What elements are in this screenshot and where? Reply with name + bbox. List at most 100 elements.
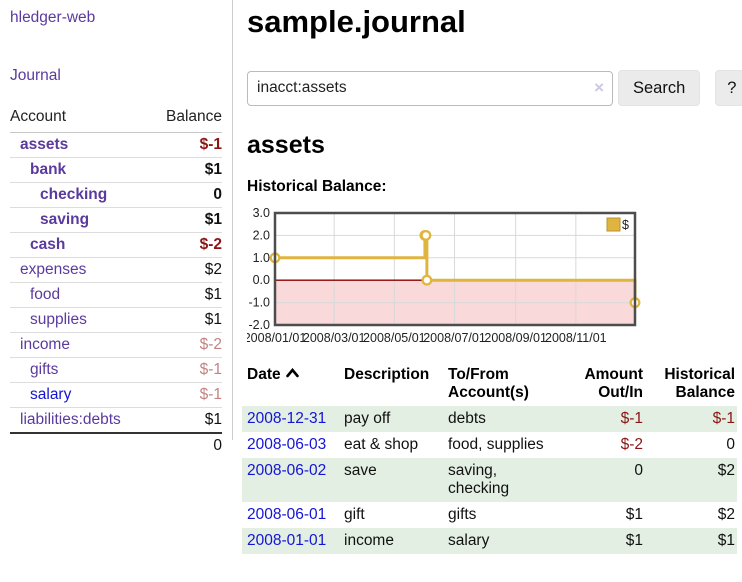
svg-text:2008/05/01: 2008/05/01 bbox=[363, 331, 426, 345]
register-text-cell: pay off bbox=[344, 410, 391, 427]
historical-balance-chart: $3.0 2.0 1.0 0.0 -1.0 -2.0 2008/01/01 2008/03/0… bbox=[247, 203, 742, 349]
search-input[interactable] bbox=[247, 70, 613, 106]
account-row: income $-2 bbox=[10, 332, 222, 358]
accounts-header-account: Account bbox=[10, 106, 151, 133]
svg-text:2008/09/01: 2008/09/01 bbox=[484, 331, 547, 345]
register-text-cell: food, supplies bbox=[448, 436, 544, 453]
search-button[interactable]: Search bbox=[618, 70, 701, 106]
register-text-cell: debts bbox=[448, 410, 486, 427]
accounts-total-spacer bbox=[10, 432, 151, 458]
svg-text:2008/11/01: 2008/11/01 bbox=[545, 331, 607, 345]
accounts-table-body: assets $-1 bank $1 checking 0 saving $1 cash $-2 e… bbox=[10, 132, 222, 434]
account-balance: $-1 bbox=[150, 357, 222, 383]
account-row: food $1 bbox=[10, 282, 222, 308]
account-balance: $-2 bbox=[150, 332, 222, 358]
account-row: saving $1 bbox=[10, 207, 222, 233]
account-link[interactable]: checking bbox=[40, 186, 108, 203]
account-link[interactable]: supplies bbox=[30, 311, 87, 328]
account-row: bank $1 bbox=[10, 157, 222, 183]
register-text-cell: income bbox=[344, 532, 394, 549]
svg-text:0.0: 0.0 bbox=[253, 273, 270, 287]
app-title-link[interactable]: hledger-web bbox=[10, 9, 96, 26]
account-link[interactable]: income bbox=[20, 336, 70, 353]
account-link[interactable]: gifts bbox=[30, 361, 59, 378]
chart-label: Historical Balance: bbox=[247, 178, 387, 195]
register-header-amount: Amount Out/In bbox=[584, 366, 643, 401]
register-amount-cell: 0 bbox=[726, 436, 735, 453]
register-date-link[interactable]: 2008-12-31 bbox=[247, 410, 327, 427]
register-date-link[interactable]: 2008-01-01 bbox=[247, 532, 327, 549]
account-balance: $-2 bbox=[150, 232, 222, 258]
register-row: 2008-01-01 income salary $1 $1 bbox=[242, 528, 737, 554]
account-balance: $1 bbox=[150, 307, 222, 333]
register-amount-cell: $-2 bbox=[620, 436, 643, 453]
account-balance: $-1 bbox=[150, 132, 222, 158]
register-text-cell: saving, checking bbox=[448, 462, 510, 497]
register-row: 2008-12-31 pay off debts $-1 $-1 bbox=[242, 406, 737, 432]
account-balance: $1 bbox=[150, 282, 222, 308]
register-text-cell: gift bbox=[344, 506, 365, 523]
account-link[interactable]: bank bbox=[30, 161, 67, 178]
register-row: 2008-06-03 eat & shop food, supplies $-2 0 bbox=[242, 432, 737, 458]
svg-text:2.0: 2.0 bbox=[253, 228, 270, 242]
register-table-body: 2008-12-31 pay off debts $-1 $-1 2008-06-03 ea… bbox=[242, 406, 737, 554]
account-balance: 0 bbox=[150, 182, 222, 208]
register-header-date[interactable]: Date bbox=[242, 364, 339, 406]
account-link[interactable]: expenses bbox=[20, 261, 87, 278]
clear-search-icon[interactable]: × bbox=[594, 77, 604, 97]
register-text-cell: eat & shop bbox=[344, 436, 419, 453]
register-header-description: Description bbox=[344, 366, 430, 383]
account-balance: $1 bbox=[204, 411, 222, 428]
account-row: cash $-2 bbox=[10, 232, 222, 258]
register-amount-cell: $1 bbox=[625, 506, 643, 523]
sidebar: hledger-web Journal Account Balance asse… bbox=[0, 0, 233, 458]
register-amount-cell: $-1 bbox=[620, 410, 643, 427]
page: hledger-web Journal Account Balance asse… bbox=[0, 0, 742, 554]
account-link[interactable]: salary bbox=[30, 386, 72, 403]
register-row: 2008-06-02 save saving, checking 0 $2 bbox=[242, 458, 737, 502]
accounts-table: Account Balance assets $-1 bank $1 checking 0… bbox=[10, 106, 222, 458]
register-amount-cell: $2 bbox=[717, 506, 735, 523]
register-header-accounts: To/From Account(s) bbox=[448, 366, 529, 401]
svg-text:-2.0: -2.0 bbox=[248, 318, 270, 332]
svg-text:2008/03/01: 2008/03/01 bbox=[303, 331, 366, 345]
svg-text:1.0: 1.0 bbox=[253, 251, 270, 265]
register-text-cell: salary bbox=[448, 532, 490, 549]
register-date-link[interactable]: 2008-06-03 bbox=[247, 436, 327, 453]
svg-text:-1.0: -1.0 bbox=[248, 296, 270, 310]
help-button[interactable]: ? bbox=[715, 70, 742, 106]
account-row: liabilities:debts $1 bbox=[10, 408, 222, 434]
svg-text:3.0: 3.0 bbox=[253, 206, 270, 220]
register-date-link[interactable]: 2008-06-01 bbox=[247, 506, 327, 523]
account-row: salary $-1 bbox=[10, 382, 222, 408]
register-text-cell: save bbox=[344, 462, 377, 479]
sort-ascending-icon bbox=[285, 367, 299, 378]
account-balance: $-1 bbox=[150, 382, 222, 408]
accounts-total-value: 0 bbox=[150, 432, 222, 458]
account-balance: $1 bbox=[150, 207, 222, 233]
account-row: assets $-1 bbox=[10, 132, 222, 158]
svg-text:2008/07/01: 2008/07/01 bbox=[423, 331, 486, 345]
register-amount-cell: $-1 bbox=[712, 410, 735, 427]
register-amount-cell: $1 bbox=[625, 532, 643, 549]
register-amount-cell: $1 bbox=[717, 532, 735, 549]
account-link[interactable]: liabilities:debts bbox=[20, 411, 121, 428]
account-link[interactable]: saving bbox=[40, 211, 90, 228]
account-link[interactable]: cash bbox=[30, 236, 66, 253]
sidebar-item-journal[interactable]: Journal bbox=[10, 67, 61, 84]
search-box: × bbox=[247, 70, 613, 106]
page-title: sample.journal bbox=[247, 4, 466, 39]
account-row: gifts $-1 bbox=[10, 357, 222, 383]
account-link[interactable]: food bbox=[30, 286, 61, 303]
register-date-link[interactable]: 2008-06-02 bbox=[247, 462, 327, 479]
account-balance: $2 bbox=[150, 257, 222, 283]
register-row: 2008-06-01 gift gifts $1 $2 bbox=[242, 502, 737, 528]
svg-text:2008/01/01: 2008/01/01 bbox=[247, 331, 306, 345]
search-row: × Search ? bbox=[247, 70, 742, 106]
accounts-header-balance: Balance bbox=[150, 106, 222, 133]
account-link[interactable]: assets bbox=[20, 136, 69, 153]
account-heading: assets bbox=[247, 131, 325, 159]
register-amount-cell: 0 bbox=[634, 462, 643, 479]
accounts-total-row: 0 bbox=[10, 432, 222, 458]
svg-text:$: $ bbox=[622, 218, 629, 232]
